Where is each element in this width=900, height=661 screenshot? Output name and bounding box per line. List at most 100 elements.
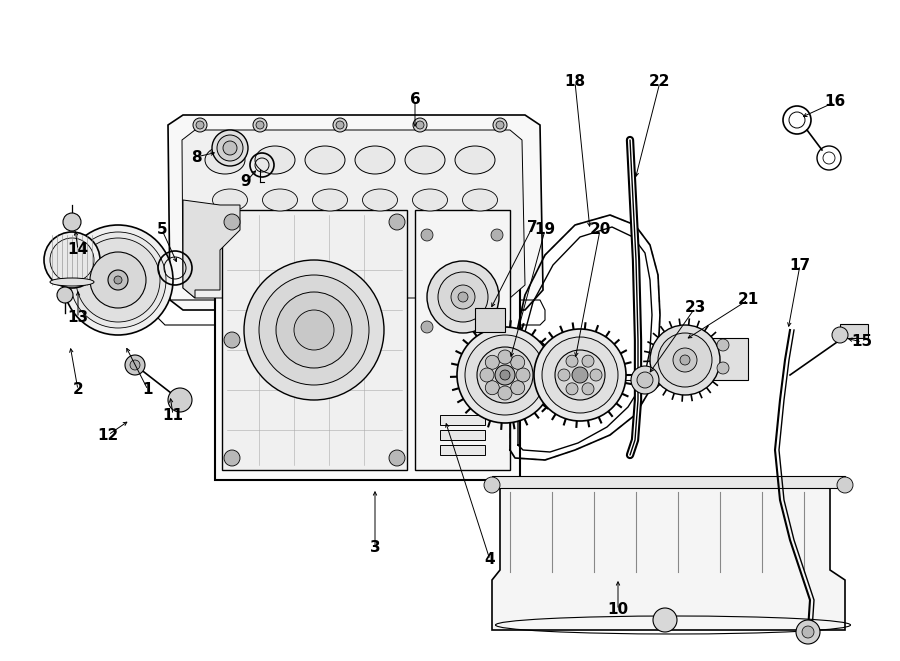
Bar <box>415 210 510 470</box>
Circle shape <box>465 335 545 415</box>
Circle shape <box>590 369 602 381</box>
Ellipse shape <box>50 278 94 286</box>
Circle shape <box>451 285 475 309</box>
Circle shape <box>566 383 578 395</box>
Circle shape <box>582 355 594 367</box>
Circle shape <box>458 292 468 302</box>
Circle shape <box>63 213 81 231</box>
Bar <box>440 415 485 425</box>
Text: 21: 21 <box>737 293 759 307</box>
Circle shape <box>336 121 344 129</box>
Text: 19: 19 <box>535 223 555 237</box>
Text: 7: 7 <box>526 221 537 235</box>
Circle shape <box>196 121 204 129</box>
Text: 8: 8 <box>191 149 202 165</box>
Circle shape <box>673 348 697 372</box>
Bar <box>475 308 505 332</box>
Circle shape <box>658 333 712 387</box>
Circle shape <box>244 260 384 400</box>
Circle shape <box>70 232 166 328</box>
Text: 14: 14 <box>68 243 88 258</box>
Circle shape <box>496 121 504 129</box>
Circle shape <box>485 381 500 395</box>
Circle shape <box>717 362 729 374</box>
Circle shape <box>114 276 122 284</box>
Polygon shape <box>168 115 543 310</box>
Ellipse shape <box>212 189 248 211</box>
Ellipse shape <box>205 146 245 174</box>
Circle shape <box>480 368 494 382</box>
Bar <box>215 200 520 480</box>
Circle shape <box>57 287 73 303</box>
Circle shape <box>44 232 100 288</box>
Text: 17: 17 <box>789 258 811 272</box>
Circle shape <box>558 369 570 381</box>
Circle shape <box>389 214 405 230</box>
Circle shape <box>416 121 424 129</box>
Circle shape <box>534 329 626 421</box>
Text: 4: 4 <box>485 553 495 568</box>
Circle shape <box>224 332 240 348</box>
Circle shape <box>802 626 814 638</box>
Text: 10: 10 <box>608 602 628 617</box>
Text: 13: 13 <box>68 311 88 325</box>
Circle shape <box>50 238 94 282</box>
Circle shape <box>485 355 500 369</box>
Circle shape <box>294 310 334 350</box>
Circle shape <box>582 383 594 395</box>
Text: 12: 12 <box>97 428 119 442</box>
Text: 3: 3 <box>370 541 381 555</box>
Circle shape <box>477 347 533 403</box>
Circle shape <box>572 367 588 383</box>
Circle shape <box>130 360 140 370</box>
Text: 15: 15 <box>851 334 873 350</box>
Circle shape <box>193 118 207 132</box>
Circle shape <box>493 118 507 132</box>
Circle shape <box>498 350 512 364</box>
Circle shape <box>650 325 720 395</box>
Circle shape <box>542 337 618 413</box>
Polygon shape <box>182 130 525 298</box>
Ellipse shape <box>455 146 495 174</box>
Polygon shape <box>183 200 240 298</box>
Circle shape <box>516 368 530 382</box>
Circle shape <box>253 118 267 132</box>
Circle shape <box>168 388 192 412</box>
Circle shape <box>413 118 427 132</box>
Text: 9: 9 <box>240 175 251 190</box>
Text: 6: 6 <box>410 93 420 108</box>
Ellipse shape <box>255 146 295 174</box>
Circle shape <box>680 355 690 365</box>
Circle shape <box>653 608 677 632</box>
Circle shape <box>427 261 499 333</box>
Circle shape <box>421 229 433 241</box>
Circle shape <box>491 229 503 241</box>
Ellipse shape <box>363 189 398 211</box>
Circle shape <box>421 321 433 333</box>
Polygon shape <box>492 480 845 630</box>
Text: 18: 18 <box>564 75 586 89</box>
Circle shape <box>259 275 369 385</box>
Ellipse shape <box>405 146 445 174</box>
Circle shape <box>90 252 146 308</box>
Ellipse shape <box>312 189 347 211</box>
Text: 23: 23 <box>684 301 706 315</box>
Circle shape <box>212 130 248 166</box>
Text: 16: 16 <box>824 95 846 110</box>
Bar <box>710 338 748 380</box>
Circle shape <box>224 214 240 230</box>
Circle shape <box>333 118 347 132</box>
Text: 2: 2 <box>73 383 84 397</box>
Circle shape <box>223 141 237 155</box>
Circle shape <box>125 355 145 375</box>
Circle shape <box>637 372 653 388</box>
Text: 20: 20 <box>590 223 611 237</box>
Circle shape <box>832 327 848 343</box>
Circle shape <box>510 381 525 395</box>
Circle shape <box>484 477 500 493</box>
Circle shape <box>438 272 488 322</box>
Circle shape <box>510 355 525 369</box>
Circle shape <box>108 270 128 290</box>
Circle shape <box>256 121 264 129</box>
Bar <box>492 476 845 488</box>
